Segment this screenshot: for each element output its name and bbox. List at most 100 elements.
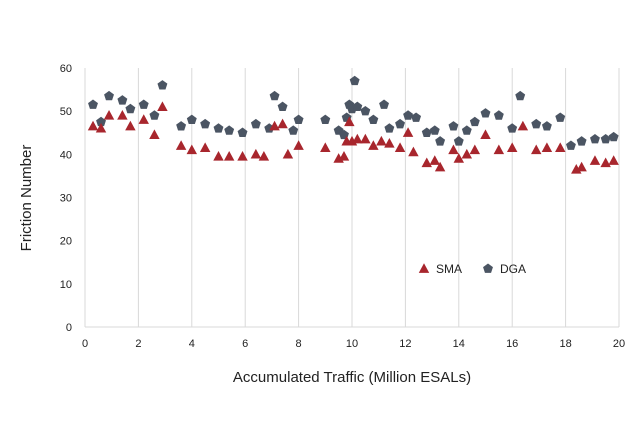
sma-point <box>138 114 149 124</box>
dga-point <box>320 114 331 125</box>
sma-point <box>384 138 395 148</box>
sma-point <box>125 120 136 131</box>
sma-point <box>434 161 446 172</box>
dga-point <box>269 90 280 101</box>
dga-point <box>138 99 149 109</box>
dga-point <box>88 99 98 109</box>
sma-point <box>368 140 379 150</box>
sma-point <box>402 127 414 137</box>
axes: 0 2 4 6 8 10 12 14 16 18 20 0 10 20 30 40 50 60 <box>60 63 625 350</box>
dga-point <box>349 75 360 86</box>
sma-point <box>517 120 529 131</box>
dga-point <box>421 127 432 137</box>
sma-point <box>87 120 99 131</box>
dga-point <box>480 108 491 118</box>
dga-point <box>590 134 600 144</box>
sma-point <box>186 144 198 155</box>
sma-point <box>453 153 465 163</box>
dga-point <box>448 121 459 131</box>
sma-point <box>394 142 406 152</box>
dga-point <box>565 140 576 150</box>
x-tick-label: 14 <box>453 338 465 350</box>
dga-point <box>250 118 261 129</box>
sma-point <box>531 144 542 155</box>
dga-point <box>576 136 587 146</box>
dga-legend-marker <box>483 263 493 273</box>
sma-point <box>360 133 371 144</box>
y-tick-label: 20 <box>60 236 72 248</box>
dga-point <box>213 123 224 133</box>
sma-point <box>293 140 304 150</box>
y-tick-label: 40 <box>60 149 72 161</box>
dga-point <box>435 136 446 146</box>
dga-point <box>411 112 422 122</box>
sma-point <box>344 116 355 127</box>
dga-point <box>461 125 472 135</box>
dga-point <box>469 116 480 127</box>
dga-point <box>531 118 542 129</box>
sma-point <box>421 157 432 168</box>
dga-point <box>200 118 211 129</box>
sma-point <box>576 161 587 172</box>
sma-point <box>282 148 294 159</box>
sma-point <box>117 109 128 120</box>
sma-point <box>461 148 473 159</box>
dga-point <box>117 95 128 105</box>
dga-point <box>186 114 197 125</box>
x-tick-label: 6 <box>242 338 248 350</box>
sma-point <box>258 150 270 161</box>
sma-point <box>338 150 350 161</box>
y-axis-title: Friction Number <box>18 145 35 252</box>
sma-point <box>149 129 160 140</box>
sma-point <box>376 135 387 146</box>
sma-point <box>320 142 331 152</box>
dga-point <box>515 90 526 101</box>
sma-point <box>213 150 224 161</box>
dga-point <box>149 110 160 120</box>
dga-point <box>352 101 363 112</box>
dga-point <box>395 118 406 129</box>
sma-legend-label: SMA <box>436 262 462 276</box>
dga-point <box>237 127 248 137</box>
x-tick-label: 16 <box>506 338 518 350</box>
dga-point <box>96 116 106 127</box>
dga-point <box>157 80 168 90</box>
dga-point <box>104 90 114 101</box>
dga-point <box>403 110 414 120</box>
dga-point <box>507 123 518 133</box>
dga-point <box>429 125 440 135</box>
sma-point <box>448 144 459 155</box>
dga-point <box>176 121 187 131</box>
sma-point <box>269 120 280 131</box>
sma-point <box>469 144 481 155</box>
x-tick-label: 8 <box>296 338 302 350</box>
sma-point <box>429 155 440 165</box>
x-tick-label: 18 <box>559 338 571 350</box>
sma-point <box>199 142 211 152</box>
sma-point <box>608 155 619 165</box>
x-tick-label: 10 <box>346 338 358 350</box>
x-tick-label: 0 <box>82 338 88 350</box>
sma-point <box>493 144 505 155</box>
sma-point <box>175 140 187 150</box>
dga-point <box>453 136 464 146</box>
dga-point <box>288 125 299 135</box>
sma-point <box>237 150 248 161</box>
legend: SMA DGA <box>418 262 526 276</box>
y-tick-label: 60 <box>60 63 72 75</box>
dga-point <box>125 103 136 114</box>
x-tick-label: 4 <box>189 338 195 350</box>
dga-point <box>493 110 504 120</box>
dga-point <box>360 105 371 116</box>
sma-point <box>408 146 419 157</box>
dga-legend-label: DGA <box>500 262 526 276</box>
sma-point <box>541 142 553 152</box>
sma-point <box>157 101 168 111</box>
dga-point <box>293 114 304 125</box>
dga-point <box>379 99 389 109</box>
x-tick-label: 20 <box>613 338 625 350</box>
x-tick-label: 12 <box>399 338 411 350</box>
sma-point <box>103 109 115 120</box>
sma-point <box>250 148 262 159</box>
